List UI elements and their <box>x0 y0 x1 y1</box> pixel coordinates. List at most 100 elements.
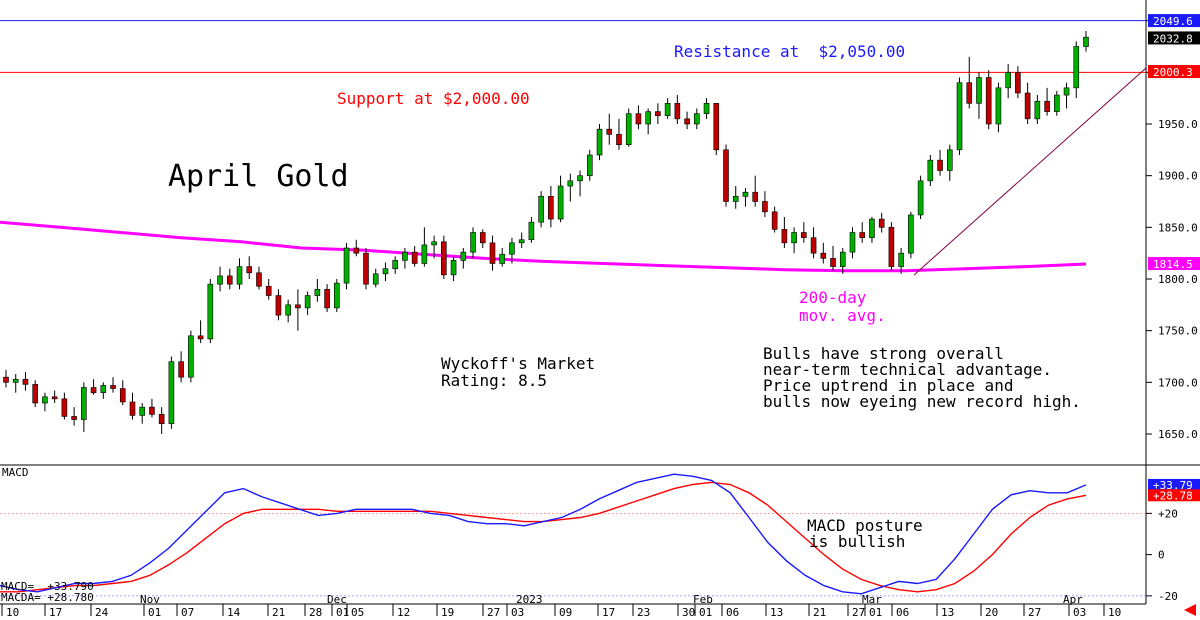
x-tick-label: 30 <box>682 606 695 619</box>
candle-body <box>577 175 583 182</box>
candle-body <box>616 134 622 145</box>
uptrend-line <box>913 67 1147 276</box>
candle-body <box>1063 87 1070 96</box>
candle-body <box>304 295 311 309</box>
candle-body <box>1073 46 1080 89</box>
x-tick-label: 01 <box>336 606 349 619</box>
price-tick-label: 1650.0 <box>1158 428 1198 441</box>
candle-body <box>684 118 690 125</box>
commentary-line1: Bulls have strong overall <box>763 344 1004 363</box>
price-tag-label: 2000.3 <box>1153 66 1193 79</box>
candle-body <box>596 128 603 156</box>
price-tag-label: 2032.8 <box>1153 32 1193 45</box>
candle-body <box>1005 72 1011 89</box>
candle-body <box>139 406 146 416</box>
moving-average-line <box>0 220 1087 273</box>
candle-body <box>489 242 496 264</box>
candle-body <box>635 113 642 125</box>
candle-body <box>966 82 973 104</box>
x-tick-label: 23 <box>637 606 650 619</box>
month-label: Dec <box>327 593 347 606</box>
candle-body <box>655 111 661 117</box>
x-tick-label: 24 <box>95 606 109 619</box>
macd-tick-label: -20 <box>1158 590 1178 603</box>
macd-tag-label: +33.79 <box>1153 479 1193 492</box>
candle-body <box>878 218 885 228</box>
candle-body <box>869 218 875 238</box>
commentary-line4: bulls now eyeing new record high. <box>763 392 1081 411</box>
candle-body <box>392 260 398 269</box>
candle-body <box>538 196 544 223</box>
candle-body <box>42 396 48 404</box>
candle-body <box>888 227 895 267</box>
candle-body <box>1024 92 1031 120</box>
x-tick-label: 28 <box>309 606 322 619</box>
candle-body <box>188 335 194 378</box>
candle-body <box>217 275 223 285</box>
candle-body <box>898 252 904 267</box>
x-tick-label: 10 <box>1108 606 1121 619</box>
price-tag-box <box>1148 14 1200 28</box>
candle-body <box>976 77 982 104</box>
candle-body <box>100 385 107 393</box>
month-label: Apr <box>1063 593 1083 606</box>
candle-body <box>3 376 9 383</box>
candle-body <box>441 241 447 276</box>
candle-body <box>567 180 574 187</box>
candle-body <box>528 221 535 241</box>
candle-body <box>771 211 778 230</box>
macd-panel-label: MACD <box>2 466 29 479</box>
candle-body <box>645 111 651 125</box>
candle-body <box>586 154 593 176</box>
macda-value-label: MACDA= +28.780 <box>1 591 94 604</box>
candle-body <box>1054 94 1060 112</box>
candle-body <box>694 113 700 125</box>
candle-body <box>927 159 934 182</box>
candle-body <box>158 414 165 424</box>
x-tick-label: 03 <box>1073 606 1086 619</box>
scroll-arrow-icon[interactable] <box>1184 604 1196 616</box>
candle-body <box>791 232 797 244</box>
candle-body <box>703 103 710 114</box>
candle-body <box>197 335 204 340</box>
candle-body <box>625 113 632 145</box>
x-tick-label: 13 <box>770 606 783 619</box>
x-tick-label: 14 <box>227 606 241 619</box>
candle-body <box>110 385 116 389</box>
x-tick-label: 01 <box>148 606 161 619</box>
candle-body <box>314 289 321 296</box>
commentary-line2: near-term technical advantage. <box>763 360 1052 379</box>
candle-body <box>985 77 992 125</box>
candle-body <box>119 388 126 403</box>
candle-body <box>674 103 681 120</box>
candle-body <box>732 196 739 202</box>
candle-body <box>22 378 29 385</box>
candle-body <box>499 253 506 264</box>
candle-body <box>762 201 768 213</box>
candle-body <box>830 258 836 267</box>
candle-body <box>353 247 360 254</box>
candle-body <box>479 232 486 244</box>
month-label: Nov <box>140 593 160 606</box>
candle-body <box>256 272 262 287</box>
x-tick-label: 19 <box>441 606 454 619</box>
x-tick-label: 17 <box>49 606 62 619</box>
candle-body <box>1044 100 1050 112</box>
candle-body <box>411 251 418 264</box>
candle-body <box>946 149 953 171</box>
candle-body <box>956 82 963 151</box>
candle-body <box>285 304 291 316</box>
macd-tick-label: 0 <box>1158 549 1165 562</box>
resistance-label: Resistance at $2,050.00 <box>674 42 905 61</box>
x-tick-label: 10 <box>6 606 19 619</box>
x-tick-label: 07 <box>181 606 194 619</box>
ma-label-line2: mov. avg. <box>799 306 886 325</box>
x-tick-label: 03 <box>511 606 524 619</box>
x-tick-label: 06 <box>896 606 909 619</box>
candle-body <box>168 361 175 424</box>
candle-body <box>363 252 369 285</box>
candle-body <box>752 191 758 202</box>
candle-body <box>382 268 389 275</box>
price-tag-box <box>1148 31 1200 45</box>
candle-body <box>548 196 554 220</box>
